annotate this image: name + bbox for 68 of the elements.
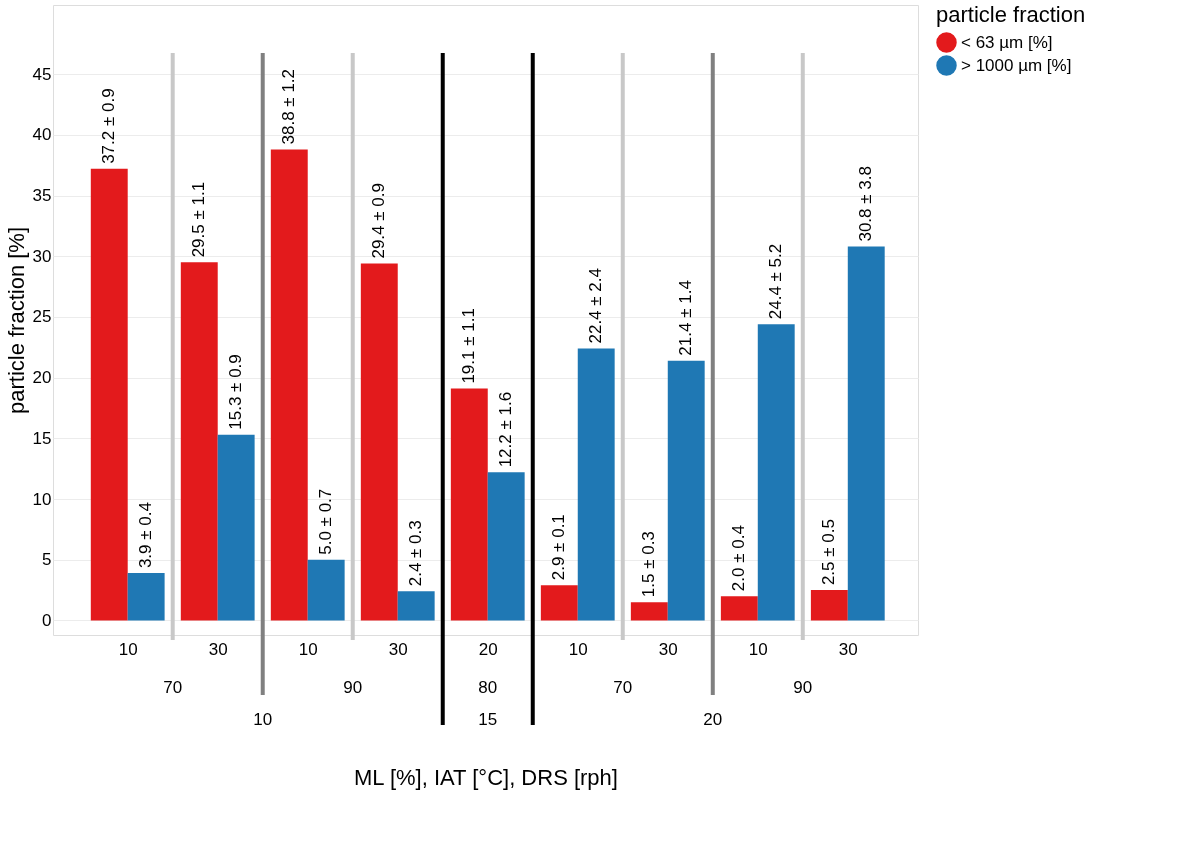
data-label: 2.0 ± 0.4 — [729, 525, 749, 592]
text: 20 — [703, 710, 723, 729]
data-label: 19.1 ± 1.1 — [459, 308, 479, 384]
bar — [270, 149, 308, 621]
x-tick-label: 10 — [298, 639, 318, 659]
x-tick-label: 30 — [388, 639, 408, 659]
bar — [90, 168, 128, 621]
text: 90 — [793, 678, 813, 697]
bar — [577, 348, 615, 621]
y-tick-label: 25 — [32, 307, 52, 327]
text: 70 — [163, 678, 183, 697]
bar — [307, 559, 345, 621]
data-label: 38.8 ± 1.2 — [279, 68, 299, 145]
data-label: 2.5 ± 0.5 — [819, 519, 839, 586]
y-tick-label: 40 — [32, 125, 52, 145]
data-label: 3.9 ± 0.4 — [136, 502, 156, 569]
data-label: 15.3 ± 0.9 — [226, 354, 246, 430]
x-tick-label: 10 — [118, 639, 138, 659]
bar — [397, 591, 435, 621]
data-label: 30.8 ± 3.8 — [856, 166, 876, 242]
bar — [810, 590, 848, 621]
y-tick-label: 15 — [32, 428, 52, 448]
x-tick-label: 30 — [838, 639, 858, 659]
text: 80 — [478, 678, 498, 697]
y-tick-label: 35 — [32, 186, 52, 206]
bar — [180, 262, 218, 621]
bar — [757, 324, 795, 621]
legend-title: particle fraction — [936, 2, 1086, 27]
text: 10 — [253, 710, 273, 729]
data-label: 21.4 ± 1.4 — [676, 280, 696, 356]
bar — [360, 263, 398, 621]
data-label: 12.2 ± 1.6 — [496, 391, 516, 468]
x-axis-title: ML [%], IAT [°C], DRS [rph] — [354, 764, 618, 790]
bar — [487, 472, 525, 621]
data-label: 1.5 ± 0.3 — [639, 531, 659, 598]
data-label: 5.0 ± 0.7 — [316, 488, 336, 555]
y-tick-label: 10 — [32, 489, 52, 509]
bar — [217, 434, 255, 621]
data-label: 2.4 ± 0.3 — [406, 520, 426, 587]
data-label: 37.2 ± 0.9 — [99, 88, 119, 164]
data-label: 22.4 ± 2.4 — [586, 268, 606, 344]
legend-label: > 1000 µm [%] — [961, 55, 1072, 75]
x-tick-label: 30 — [208, 639, 228, 659]
text: 15 — [478, 710, 498, 729]
bar — [667, 360, 705, 621]
text: 90 — [343, 678, 363, 697]
bar — [450, 388, 488, 621]
y-tick-label: 0 — [42, 610, 52, 630]
y-tick-label: 45 — [32, 64, 52, 84]
data-label: 29.5 ± 1.1 — [189, 181, 209, 258]
legend-label: < 63 µm [%] — [961, 32, 1053, 52]
bar — [127, 573, 165, 621]
y-axis-title: particle fraction [%] — [3, 226, 29, 415]
data-label: 2.9 ± 0.1 — [549, 514, 569, 581]
x-tick-label: 10 — [568, 639, 588, 659]
data-label: 29.4 ± 0.9 — [369, 183, 389, 259]
x-tick-label: 10 — [748, 639, 768, 659]
y-tick-label: 30 — [32, 246, 52, 266]
x-tick-label: 30 — [658, 639, 678, 659]
bar — [847, 246, 885, 621]
data-label: 24.4 ± 5.2 — [766, 243, 786, 320]
y-tick-label: 20 — [32, 368, 52, 388]
text: 70 — [613, 678, 633, 697]
bar — [630, 602, 668, 621]
bar — [540, 585, 578, 621]
y-tick-label: 5 — [42, 550, 52, 570]
x-tick-label: 20 — [478, 639, 498, 659]
bar — [720, 596, 758, 621]
